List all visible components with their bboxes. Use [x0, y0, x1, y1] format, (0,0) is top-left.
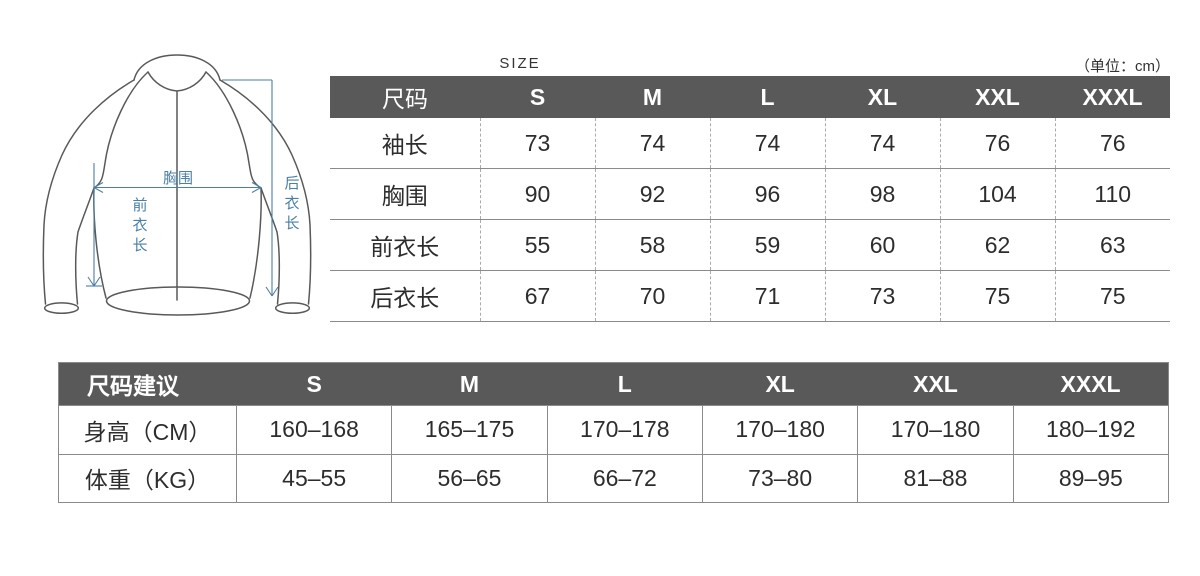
svg-text:胸围: 胸围	[163, 170, 193, 187]
svg-text:后: 后	[284, 175, 299, 192]
svg-text:前: 前	[132, 197, 147, 214]
svg-text:长: 长	[132, 237, 147, 254]
svg-text:衣: 衣	[284, 195, 299, 212]
svg-text:衣: 衣	[132, 217, 147, 234]
svg-text:长: 长	[284, 215, 299, 232]
